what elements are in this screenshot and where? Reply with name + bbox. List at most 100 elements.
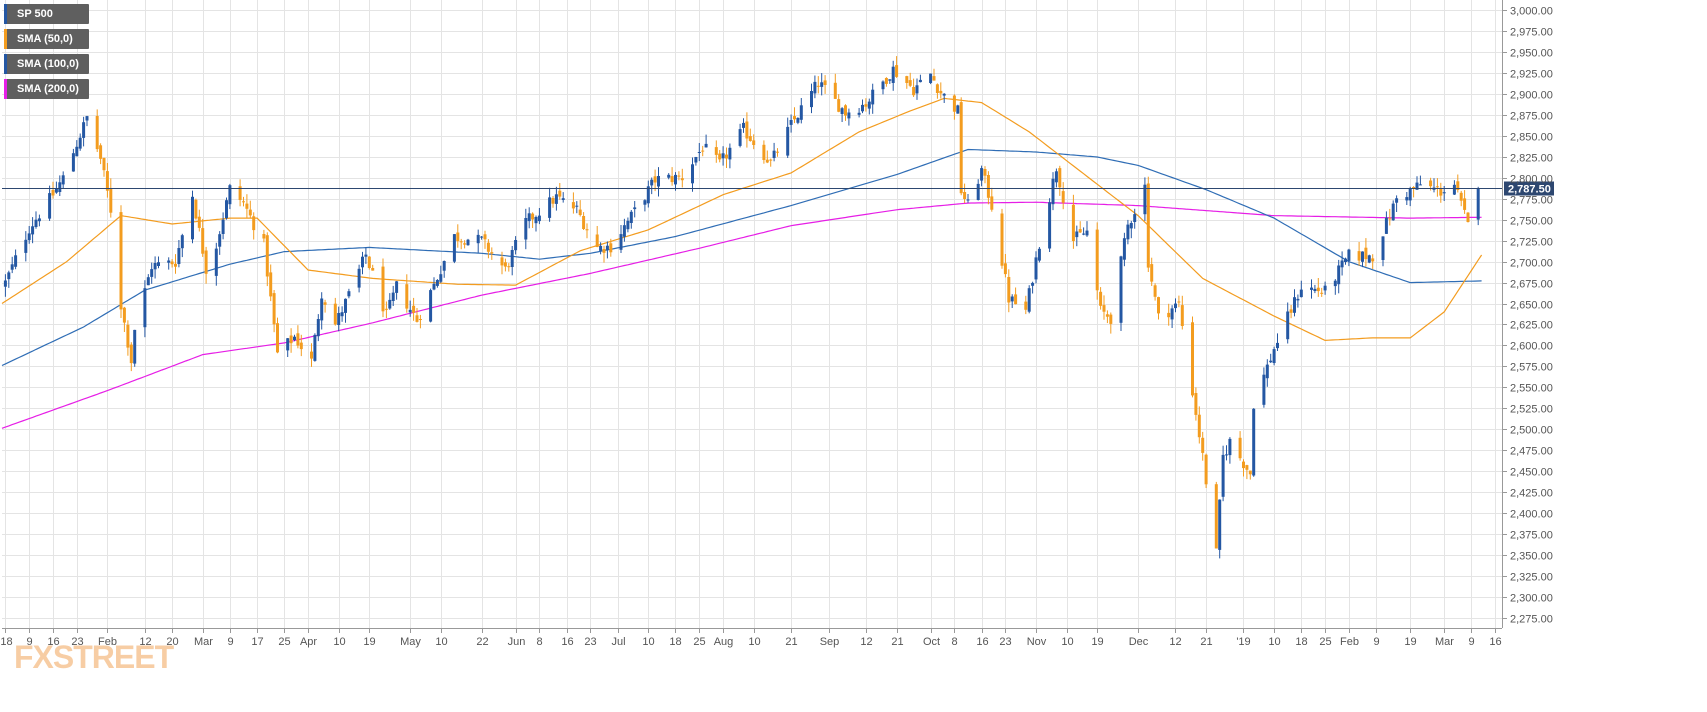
candle-body [1476,188,1480,220]
candle-body [180,235,184,249]
candle-body [122,307,126,323]
candle-body [333,303,337,325]
candle-body [939,90,943,94]
candle-body [153,263,157,270]
candle-body [738,129,742,146]
candle-body [1143,184,1147,215]
candle-body [265,235,269,277]
candle-body [983,169,987,176]
candle-body [718,153,722,160]
candle-body [935,84,939,93]
candle-body [966,199,970,201]
candle-body [129,344,133,364]
candle-body [1412,187,1416,189]
candle-body [1177,301,1181,303]
candle-body [1463,198,1467,210]
last-price-line-group: 2,787.50 [2,181,1554,196]
candle-body [442,261,446,271]
x-tick-label: 21 [785,636,797,648]
candle-body [1248,470,1252,475]
candle-body [1320,292,1324,294]
candle-body [871,89,875,105]
candle-body [95,116,99,150]
candle-body [245,203,249,209]
candle-body [1126,224,1130,240]
x-tick-label: 21 [1200,636,1212,648]
candle-body [133,329,137,364]
x-tick-label: 16 [976,636,988,648]
candle-body [3,280,7,287]
candle-body [932,76,936,81]
legend-item-sma100[interactable]: SMA (100,0) [4,54,89,74]
x-tick-label: May [400,636,421,648]
candle-body [1157,297,1160,314]
candle-body [823,80,827,85]
candle-body [490,252,494,254]
candle-body [833,82,837,99]
candle-body [51,190,55,196]
legend-swatch-sp500 [4,4,7,24]
candle-body [1085,230,1089,236]
candle-body [1170,308,1174,320]
candle-body [27,233,31,241]
y-tick-label: 2,575.00 [1510,362,1553,374]
y-tick-label: 2,650.00 [1510,300,1553,312]
candle-body [1296,298,1300,301]
candle-body [1310,287,1313,290]
candle-body [1459,192,1463,201]
candle-body [1286,311,1290,340]
candle-body [646,186,650,204]
candle-body [7,272,11,280]
candle-body [534,217,538,224]
candle-body [1313,288,1317,291]
candle-body [1109,314,1113,324]
x-tick-label: 19 [1404,636,1416,648]
candle-body [1391,203,1395,221]
candle-body [483,234,487,240]
x-tick-label: 21 [891,636,903,648]
candle-body [201,228,205,254]
candle-body [980,168,984,181]
candle-body [510,250,514,267]
candle-body [1337,265,1341,285]
candle-body [1133,214,1137,222]
y-tick-label: 2,775.00 [1510,195,1553,207]
legend-item-sp500[interactable]: SP 500 [4,4,89,24]
legend-item-sma50[interactable]: SMA (50,0) [4,29,89,49]
x-tick-label: 18 [669,636,681,648]
candle-body [752,140,756,145]
x-tick-label: Feb [1340,636,1359,648]
x-tick-label: Sep [820,636,840,648]
candle-body [905,76,909,83]
candle-body [384,308,388,310]
candle-body [1395,198,1399,203]
candle-body [1225,454,1228,456]
y-tick-label: 2,350.00 [1510,551,1553,563]
candle-body [1405,197,1409,201]
candle-body [524,218,528,240]
candle-body [789,120,793,125]
candle-body [765,159,769,163]
legend-item-sma200[interactable]: SMA (200,0) [4,79,89,99]
candle-body [10,264,14,270]
candle-body [1197,414,1201,438]
x-tick-label: 10 [1268,636,1280,648]
candle-body [1167,312,1171,318]
x-tick-label: 8 [951,636,957,648]
sma100-line [1,148,1482,367]
x-tick-label: 16 [1489,636,1501,648]
candle-body [810,91,813,108]
candle-body [1408,188,1412,201]
candle-body [1105,314,1109,317]
candle-body [1367,255,1371,263]
candle-body [1323,285,1327,291]
candle-body [432,283,436,290]
candle-body [1269,360,1273,363]
candle-body [1082,233,1086,235]
candle-body [316,319,320,337]
candle-body [918,79,922,83]
candle-body [514,240,518,251]
x-tick-label: 9 [1373,636,1379,648]
candle-body [1340,260,1344,268]
candle-body [963,192,967,199]
